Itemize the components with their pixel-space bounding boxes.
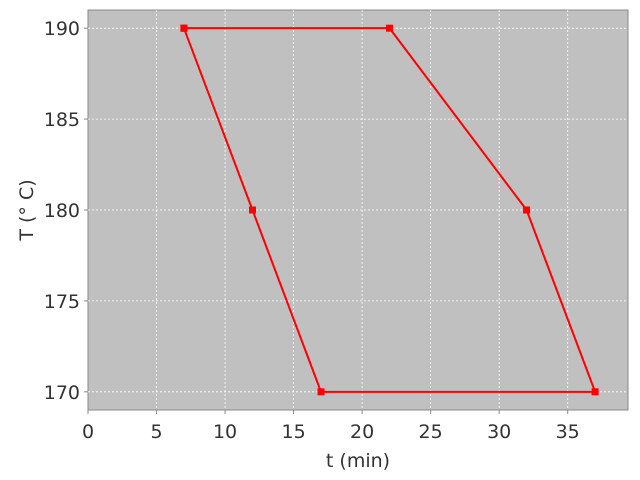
data-point <box>248 206 256 214</box>
y-tick-label: 175 <box>44 291 80 313</box>
y-axis-label: T (° C) <box>16 179 38 241</box>
x-tick-label: 10 <box>213 421 237 443</box>
series <box>180 24 599 396</box>
y-tick-label: 180 <box>44 200 80 222</box>
y-tick-label: 170 <box>44 382 80 404</box>
x-tick-label: 20 <box>350 421 374 443</box>
data-point <box>317 388 325 396</box>
x-tick-label: 15 <box>281 421 305 443</box>
y-tick-label: 185 <box>44 109 80 131</box>
x-tick-label: 25 <box>419 421 443 443</box>
x-tick-label: 30 <box>487 421 511 443</box>
x-tick-label: 35 <box>556 421 580 443</box>
data-point <box>180 24 188 32</box>
y-tick-label: 190 <box>44 18 80 40</box>
data-point <box>591 388 599 396</box>
x-tick-label: 0 <box>82 421 94 443</box>
data-point <box>523 206 531 214</box>
data-point <box>386 24 394 32</box>
x-axis-label: t (min) <box>326 450 390 472</box>
axes: 0 5 10 15 20 25 30 35 170 175 180 185 190 <box>44 18 580 443</box>
x-tick-label: 5 <box>150 421 162 443</box>
